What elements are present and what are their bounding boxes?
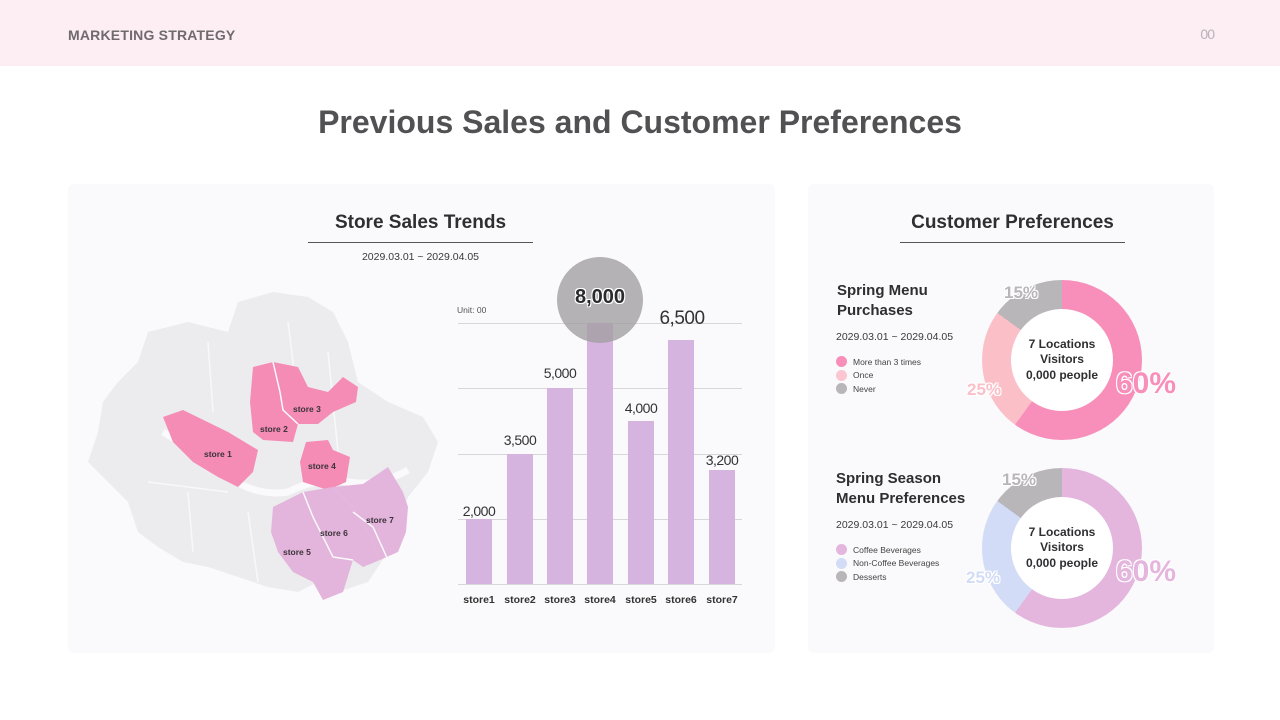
x-axis-label: store7	[706, 594, 738, 606]
x-axis-label: store3	[544, 594, 576, 606]
map-region-store-4	[300, 440, 350, 490]
bar-store4[interactable]	[587, 323, 613, 584]
map-region-store-5	[271, 492, 353, 600]
store-sales-heading: Store Sales Trends	[334, 212, 507, 233]
customer-preferences-panel: Customer Preferences Spring Menu Purchas…	[808, 184, 1214, 653]
map-region-store-6	[303, 487, 380, 567]
bar-store1[interactable]	[466, 519, 492, 584]
donut-center-label: 7 Locations Visitors 0,000 people	[1011, 497, 1113, 599]
legend-item: Non-Coffee Beverages	[836, 557, 939, 571]
purchases-title: Spring Menu Purchases	[837, 282, 928, 319]
highlight-circle	[557, 257, 643, 343]
legend-item: Desserts	[836, 570, 939, 584]
pct-label-desserts: 15%	[1002, 470, 1037, 489]
purchases-date-range: 2029.03.01 ~ 2029.04.05	[836, 331, 954, 343]
map-region-store-3	[273, 362, 358, 424]
svg-text:store 1: store 1	[204, 449, 232, 459]
page-title: Previous Sales and Customer Preferences	[318, 104, 962, 140]
x-axis-label: store5	[625, 594, 657, 606]
svg-text:store 3: store 3	[293, 404, 321, 414]
date-range: 2029.03.01 ~ 2029.04.05	[361, 251, 480, 263]
x-axis-label: store6	[665, 594, 697, 606]
bar-value: 5,000	[543, 365, 577, 381]
legend-item: Never	[836, 382, 921, 396]
store-sales-panel: Store Sales Trends 2029.03.01 ~ 2029.04.…	[68, 184, 775, 653]
season-date-range: 2029.03.01 ~ 2029.04.05	[836, 519, 954, 531]
x-axis-line	[458, 584, 742, 585]
map-region-store-2	[250, 362, 298, 442]
pct-label-coffee: 60%	[1116, 555, 1177, 588]
bar-store5[interactable]	[628, 421, 654, 584]
pct-label-once: 25%	[967, 380, 1002, 399]
season-donut-chart[interactable]: 7 Locations Visitors 0,000 people	[982, 468, 1142, 628]
purchases-donut-chart[interactable]: 7 Locations Visitors 0,000 people	[982, 280, 1142, 440]
heading-rule	[900, 242, 1125, 243]
donut-center-label: 7 Locations Visitors 0,000 people	[1011, 309, 1113, 411]
map-region-store-7	[333, 467, 408, 560]
store-location-map: store 1 store 2 store 3 store 4 store 5 …	[88, 292, 448, 612]
season-title: Spring Season Menu Preferences	[836, 470, 966, 507]
purchases-legend: More than 3 times Once Never	[836, 355, 921, 396]
page-number: 00	[1200, 26, 1215, 42]
bar-store7[interactable]	[709, 470, 735, 584]
svg-text:store 2: store 2	[260, 424, 288, 434]
pct-label-never: 15%	[1004, 283, 1039, 302]
chart-unit-label: Unit: 00	[457, 305, 487, 315]
heading-rule	[308, 242, 533, 243]
x-axis-label: store4	[584, 594, 616, 606]
pct-label-more-than-3: 60%	[1116, 367, 1177, 400]
bar-store3[interactable]	[547, 388, 573, 584]
legend-item: Once	[836, 369, 921, 383]
header-title: MARKETING STRATEGY	[68, 27, 236, 43]
pct-label-non-coffee: 25%	[966, 568, 1001, 587]
bar-value: 3,200	[705, 452, 739, 468]
preferences-heading: Customer Preferences	[911, 212, 1114, 233]
bar-store2[interactable]	[507, 454, 533, 584]
highlight-value: 8,000	[574, 286, 626, 308]
bar-value: 6,500	[659, 308, 705, 329]
bar-value: 2,000	[462, 503, 496, 519]
bar-value: 4,000	[624, 400, 658, 416]
x-axis-label: store1	[463, 594, 495, 606]
header-bar: MARKETING STRATEGY 00	[0, 0, 1280, 66]
map-region-store-1	[163, 410, 258, 487]
bar-store6[interactable]	[668, 340, 694, 584]
svg-text:store 6: store 6	[320, 528, 348, 538]
x-axis-label: store2	[504, 594, 536, 606]
legend-item: Coffee Beverages	[836, 543, 939, 557]
season-legend: Coffee Beverages Non-Coffee Beverages De…	[836, 543, 939, 584]
svg-text:store 7: store 7	[366, 515, 394, 525]
svg-text:store 5: store 5	[283, 547, 311, 557]
svg-text:store 4: store 4	[308, 461, 336, 471]
legend-item: More than 3 times	[836, 355, 921, 369]
bar-value: 3,500	[503, 432, 537, 448]
seoul-map: store 1 store 2 store 3 store 4 store 5 …	[88, 292, 438, 600]
